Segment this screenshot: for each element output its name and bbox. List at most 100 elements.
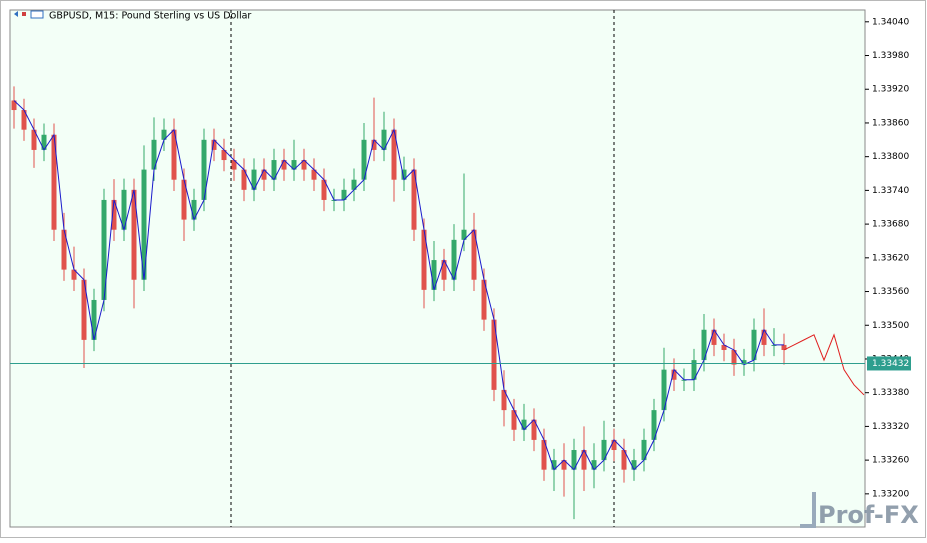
watermark: Prof-FX <box>818 501 919 529</box>
icon <box>22 12 26 16</box>
y-tick-label: 1.33500 <box>872 321 909 331</box>
candle-body <box>661 369 667 411</box>
y-tick-label: 1.33860 <box>872 118 909 128</box>
plot-area <box>9 9 866 528</box>
candle-body <box>481 279 487 320</box>
candle-body <box>131 189 137 280</box>
candle-body <box>191 199 197 220</box>
candle-body <box>511 410 517 430</box>
y-tick-label: 1.34040 <box>872 17 909 27</box>
candle-body <box>461 229 467 240</box>
candle-body <box>441 260 447 280</box>
candle-body <box>51 134 57 230</box>
candle-body <box>571 450 577 470</box>
candle-body <box>111 199 117 230</box>
candle-body <box>201 139 207 200</box>
y-tick-label: 1.33920 <box>872 85 909 95</box>
candle-body <box>651 410 657 440</box>
candle-body <box>211 139 217 150</box>
candle-body <box>671 369 677 380</box>
candle-body <box>501 389 507 411</box>
candle-body <box>21 110 27 130</box>
candle-body <box>411 169 417 230</box>
candle-body <box>751 329 757 361</box>
candle-body <box>281 160 287 170</box>
candle-body <box>401 169 407 180</box>
candle-body <box>151 139 157 170</box>
price-label: 1.33432 <box>872 359 909 369</box>
candle-body <box>101 199 107 300</box>
candle-body <box>761 329 767 345</box>
marks <box>11 86 865 520</box>
candle-body <box>381 129 387 150</box>
price-label-box <box>867 356 911 371</box>
candle-body <box>711 329 717 345</box>
y-tick-label: 1.33680 <box>872 220 909 230</box>
candle-body <box>551 460 557 470</box>
candle-body <box>221 149 227 161</box>
watermark-logo <box>800 492 816 528</box>
chart-title: GBPUSD, M15: Pound Sterling vs US Dollar <box>49 11 251 22</box>
y-tick-label: 1.33560 <box>872 287 909 297</box>
candle-body <box>121 189 127 230</box>
candle-body <box>361 139 367 180</box>
y-tick-label: 1.33980 <box>872 51 909 61</box>
candle-body <box>321 179 327 200</box>
candle-body <box>641 439 647 461</box>
candle-body <box>81 279 87 340</box>
candle-body <box>701 329 707 361</box>
candle-body <box>261 169 267 180</box>
candle-body <box>531 419 537 440</box>
candle-body <box>521 419 527 430</box>
icon <box>14 11 18 17</box>
candle-body <box>421 229 427 290</box>
candle-body <box>291 160 297 170</box>
y-tick-label: 1.33800 <box>872 152 909 162</box>
candle-body <box>91 299 97 340</box>
candle-body <box>61 229 67 270</box>
logo-bar <box>800 524 816 528</box>
y-tick-label: 1.33380 <box>872 388 909 398</box>
candle-body <box>581 450 587 470</box>
candle-body <box>561 460 567 470</box>
y-tick-label: 1.33200 <box>872 489 909 499</box>
candle-body <box>251 169 257 190</box>
logo-bar <box>812 492 816 528</box>
candle-body <box>601 439 607 461</box>
candle-body <box>171 129 177 180</box>
candle-body <box>241 169 247 190</box>
candle-body <box>391 129 397 180</box>
candle-body <box>231 160 237 170</box>
candle-body <box>541 439 547 470</box>
candle-body <box>721 344 727 350</box>
candle-body <box>731 349 737 365</box>
candle-body <box>691 360 697 380</box>
candle-body <box>491 319 497 390</box>
candle-body <box>301 160 307 170</box>
candle-body <box>431 260 437 290</box>
title-icons <box>14 10 44 19</box>
candle-body <box>631 460 637 470</box>
y-tick-label: 1.33320 <box>872 422 909 432</box>
candle-body <box>11 100 17 111</box>
candle-body <box>271 160 277 180</box>
candle-body <box>621 450 627 470</box>
y-tick-label: 1.33260 <box>872 456 909 466</box>
candle-body <box>371 139 377 150</box>
icon <box>30 10 44 19</box>
candle-body <box>611 439 617 451</box>
y-tick-label: 1.33620 <box>872 253 909 263</box>
candle-body <box>41 134 47 150</box>
candle-body <box>311 169 317 180</box>
y-tick-label: 1.33740 <box>872 186 909 196</box>
candle-body <box>741 360 747 365</box>
indicator-line <box>13 100 784 471</box>
candle-body <box>781 344 787 350</box>
candle-body <box>471 229 477 280</box>
candle-body <box>591 460 597 470</box>
candle-body <box>161 129 167 140</box>
indicator-line <box>783 333 865 396</box>
candle-body <box>341 189 347 200</box>
candle-body <box>141 169 147 280</box>
